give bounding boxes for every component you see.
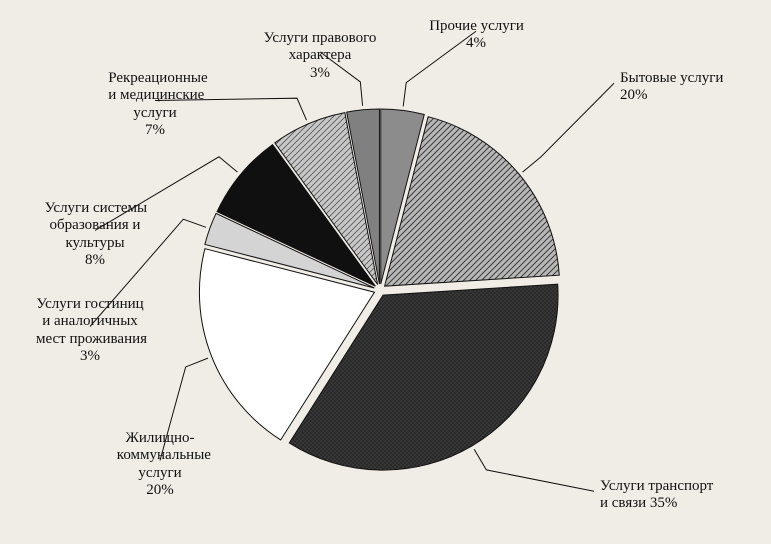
label-transport: Услуги транспорт и связи 35% [600, 478, 713, 513]
label-household: Бытовые услуги 20% [620, 70, 723, 105]
pie-chart-figure: { "chart": { "type": "pie", "cx": 380, "… [0, 0, 771, 544]
label-other: Прочие услуги 4% [429, 18, 523, 53]
label-legal: Услуги правового характера 3% [262, 30, 377, 82]
leader-transport [474, 449, 594, 491]
label-medical: Рекреационные и медицинские услуги 7% [108, 70, 202, 139]
leader-household [523, 83, 614, 172]
label-education: Услуги системы образования и культуры 8% [45, 200, 146, 269]
label-housing: Жилищно- коммунальные услуги 20% [117, 430, 203, 499]
label-hotels: Услуги гостиниц и аналогичных мест прожи… [36, 296, 144, 365]
